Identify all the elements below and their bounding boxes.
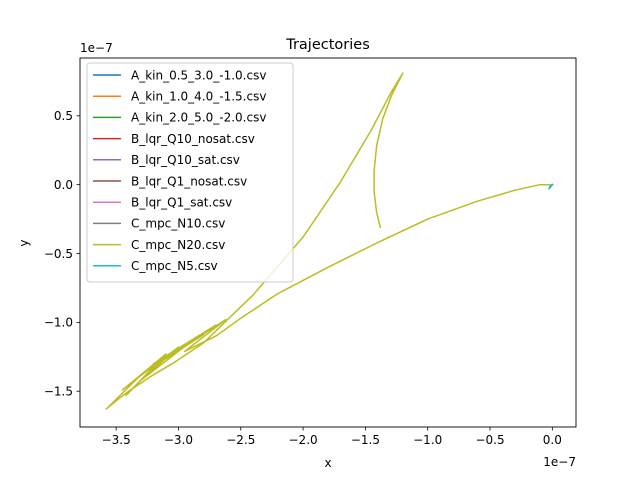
legend-label-4: B_lqr_Q10_sat.csv bbox=[131, 153, 240, 167]
y-tick-label-1: 0.0 bbox=[54, 178, 73, 192]
legend-label-7: C_mpc_N10.csv bbox=[131, 217, 225, 231]
x-tick-label-6: −0.5 bbox=[475, 433, 504, 447]
legend-label-1: A_kin_1.0_4.0_-1.5.csv bbox=[131, 90, 266, 104]
x-axis-label: x bbox=[324, 456, 331, 470]
x-tick-label-2: −2.5 bbox=[226, 433, 255, 447]
y-scale-label: 1e−7 bbox=[80, 41, 113, 55]
legend: A_kin_0.5_3.0_-1.0.csv A_kin_1.0_4.0_-1.5… bbox=[86, 62, 294, 283]
legend-label-2: A_kin_2.0_5.0_-2.0.csv bbox=[131, 111, 266, 125]
legend-label-5: B_lqr_Q1_nosat.csv bbox=[131, 174, 247, 188]
legend-box bbox=[86, 62, 294, 283]
chart-title: Trajectories bbox=[285, 37, 370, 53]
y-tick-label-3: −1.0 bbox=[44, 316, 73, 330]
series-line-9 bbox=[548, 183, 554, 190]
x-tick-label-4: −1.5 bbox=[351, 433, 380, 447]
legend-label-0: A_kin_0.5_3.0_-1.0.csv bbox=[131, 68, 266, 82]
x-tick-label-3: −2.0 bbox=[289, 433, 318, 447]
legend-label-8: C_mpc_N20.csv bbox=[131, 238, 225, 252]
x-tick-label-7: 0.0 bbox=[543, 433, 562, 447]
series-line-8 bbox=[105, 72, 554, 410]
x-scale-label: 1e−7 bbox=[543, 455, 576, 469]
y-tick-label-4: −1.5 bbox=[44, 385, 73, 399]
axis-ticks: −3.5 −3.0 −2.5 −2.0 −1.5 −1.0 −0.5 0.0 0.5 0.0 −0.… bbox=[44, 109, 562, 447]
y-tick-label-2: −0.5 bbox=[44, 247, 73, 261]
legend-label-6: B_lqr_Q1_sat.csv bbox=[131, 196, 232, 210]
y-axis-label: y bbox=[17, 239, 31, 246]
plot-area bbox=[105, 72, 554, 410]
legend-label-3: B_lqr_Q10_nosat.csv bbox=[131, 132, 255, 146]
y-tick-label-0: 0.5 bbox=[54, 109, 73, 123]
x-tick-label-0: −3.5 bbox=[102, 433, 131, 447]
x-tick-label-5: −1.0 bbox=[413, 433, 442, 447]
legend-label-9: C_mpc_N5.csv bbox=[131, 259, 218, 273]
x-tick-label-1: −3.0 bbox=[164, 433, 193, 447]
axes-frame bbox=[79, 57, 577, 428]
